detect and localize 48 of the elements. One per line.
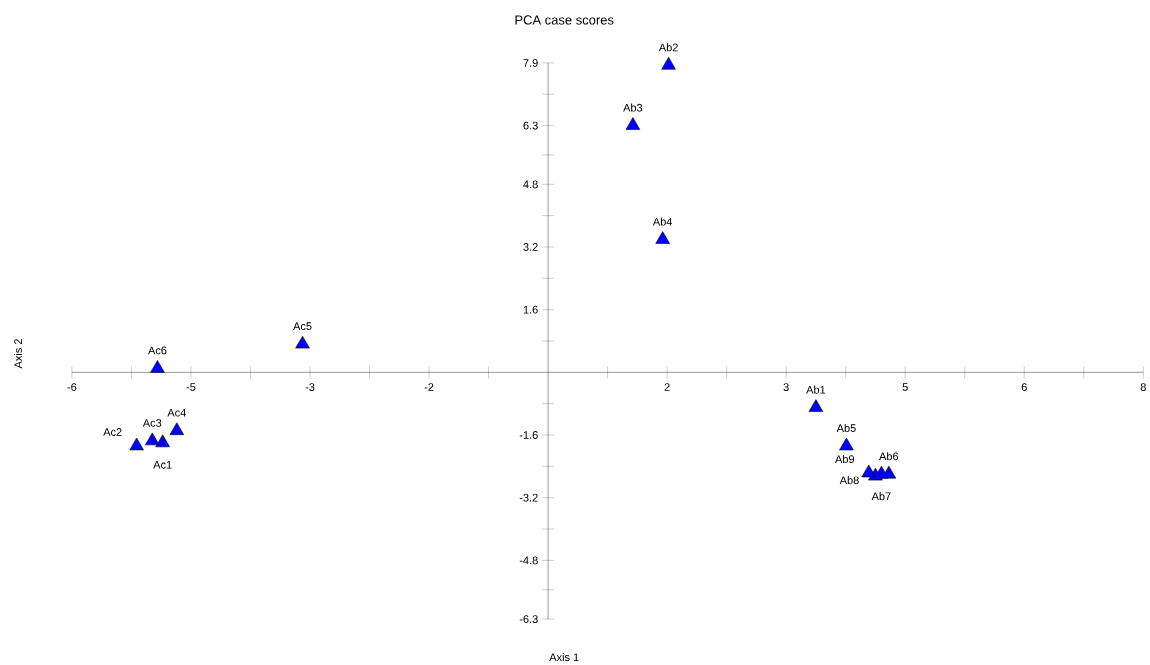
y-tick-label: 6.3	[523, 121, 538, 130]
y-tick-label: 3.2	[523, 243, 538, 251]
x-axis-title: Axis 1	[549, 653, 579, 662]
point	[169, 422, 185, 435]
annotation: Ab3	[623, 103, 643, 112]
annotation: Ac6	[148, 346, 167, 355]
annotation: Ab4	[652, 217, 673, 226]
x-tick-label: -6	[67, 383, 77, 391]
y-tick-label: 7.9	[523, 59, 538, 67]
x-tick-label: 5	[902, 383, 908, 391]
annotation: Ab7	[871, 492, 891, 501]
point	[661, 56, 676, 70]
y-tick-label: 1.6	[523, 305, 538, 314]
annotation: Ac4	[167, 408, 186, 417]
y-tick-label: -6.3	[519, 615, 538, 623]
y-axis-title: Axis 2	[13, 339, 23, 369]
annotation: Ab6	[879, 452, 899, 461]
y-tick-label: -4.8	[519, 556, 538, 565]
annotation: Ac1	[153, 460, 172, 469]
annotation: Ac5	[293, 322, 312, 330]
point	[295, 335, 310, 349]
annotation: Ac3	[142, 419, 162, 427]
y-tick-label: 4.8	[523, 180, 538, 189]
annotation: Ac2	[103, 428, 122, 436]
annotation: Ab8	[839, 476, 859, 485]
x-tick-label: -2	[424, 383, 434, 391]
annotation: Ab9	[835, 454, 855, 464]
point	[808, 399, 824, 412]
annotation: Ab2	[658, 43, 678, 52]
annotation: Ab1	[806, 385, 826, 394]
annotation: Ab5	[836, 423, 856, 433]
point	[625, 117, 641, 130]
x-tick-label: 3	[783, 383, 789, 391]
chart-title: PCA case scores	[515, 15, 614, 25]
point	[145, 432, 160, 446]
y-tick-label: -3.2	[519, 493, 538, 502]
x-tick-label: 8	[1140, 383, 1146, 391]
x-tick-label: 2	[664, 383, 670, 391]
point	[839, 437, 854, 451]
point	[150, 360, 165, 373]
x-tick-label: -5	[186, 383, 196, 391]
point	[129, 437, 144, 451]
point	[155, 434, 170, 448]
point	[861, 464, 876, 478]
y-tick-label: -1.6	[519, 431, 538, 439]
x-tick-label: 6	[1021, 383, 1027, 391]
x-tick-label: -3	[305, 383, 315, 391]
point	[655, 231, 670, 244]
